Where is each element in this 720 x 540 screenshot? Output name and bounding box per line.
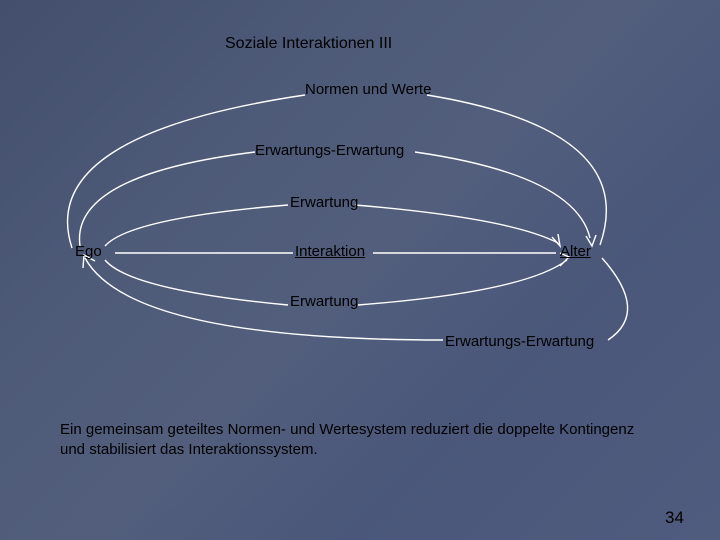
slide-title: Soziale Interaktionen III: [225, 35, 392, 53]
label-erwartung-bottom: Erwartung: [290, 293, 358, 310]
label-erwartung-top: Erwartung: [290, 194, 358, 211]
label-erwartungs-erw-bot: Erwartungs-Erwartung: [445, 333, 594, 350]
page-number: 34: [665, 508, 684, 528]
label-interaktion: Interaktion: [295, 243, 365, 260]
label-ego: Ego: [75, 243, 102, 260]
label-alter: Alter: [560, 243, 591, 260]
label-normen-werte: Normen und Werte: [305, 81, 431, 98]
slide-canvas: Soziale Interaktionen III Normen und Wer…: [0, 0, 720, 540]
body-text: Ein gemeinsam geteiltes Normen- und Wert…: [60, 420, 660, 461]
label-erwartungs-erw-top: Erwartungs-Erwartung: [255, 142, 404, 159]
